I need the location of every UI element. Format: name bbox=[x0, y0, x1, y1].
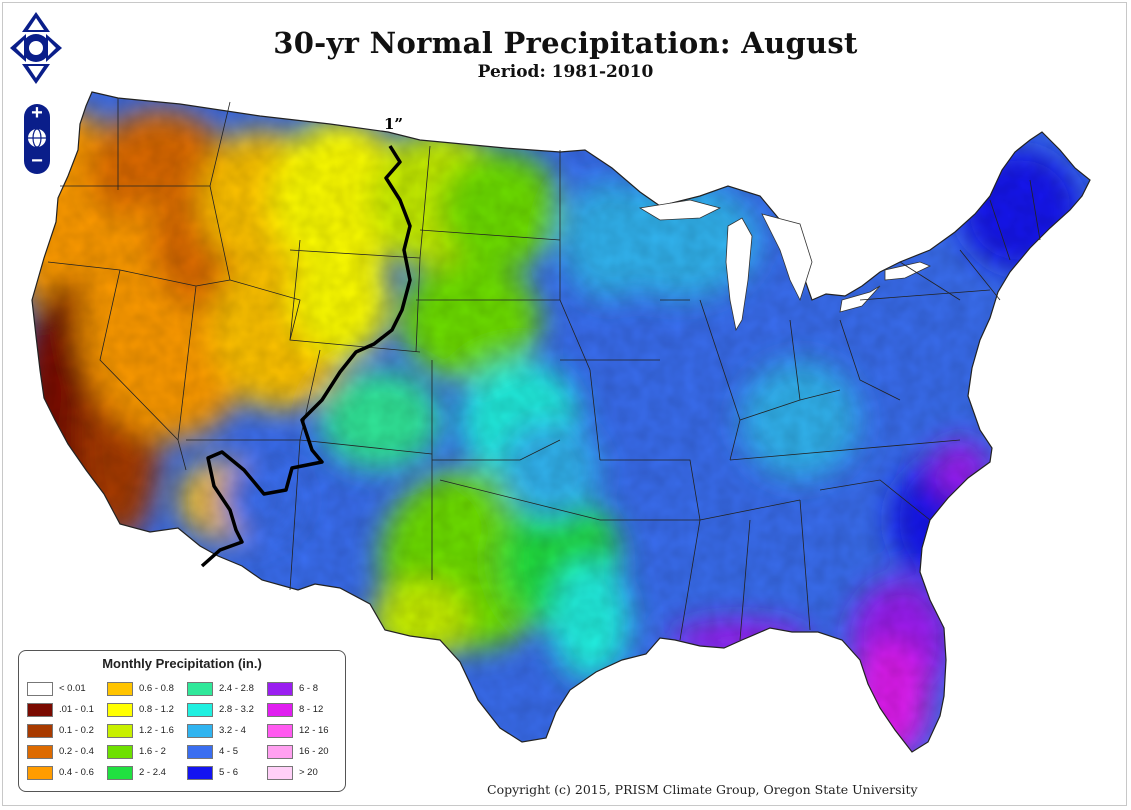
legend-label: 3.2 - 4 bbox=[219, 725, 246, 736]
legend-label: 1.6 - 2 bbox=[139, 746, 166, 757]
legend-label: 0.4 - 0.6 bbox=[59, 767, 94, 778]
legend-label: > 20 bbox=[299, 767, 318, 778]
legend-label: 0.6 - 0.8 bbox=[139, 683, 174, 694]
legend-swatch bbox=[187, 745, 213, 759]
great-lakes bbox=[638, 199, 931, 332]
zoom-control[interactable] bbox=[24, 104, 50, 174]
legend-swatch bbox=[187, 724, 213, 738]
legend-swatch bbox=[267, 766, 293, 780]
legend-label: 0.1 - 0.2 bbox=[59, 725, 94, 736]
isoline-label: 1” bbox=[384, 115, 404, 133]
legend-swatch bbox=[27, 703, 53, 717]
legend-swatch bbox=[187, 682, 213, 696]
legend-swatch bbox=[187, 766, 213, 780]
legend-label: 0.8 - 1.2 bbox=[139, 704, 174, 715]
legend-swatch bbox=[267, 745, 293, 759]
legend: Monthly Precipitation (in.) < 0.01 .01 - … bbox=[18, 650, 346, 792]
legend-label: 12 - 16 bbox=[299, 725, 329, 736]
legend-swatch bbox=[107, 766, 133, 780]
legend-label: 2.8 - 3.2 bbox=[219, 704, 254, 715]
legend-swatch bbox=[27, 682, 53, 696]
legend-label: 4 - 5 bbox=[219, 746, 239, 757]
legend-swatch bbox=[27, 724, 53, 738]
legend-swatch bbox=[267, 724, 293, 738]
pan-arrows-icon[interactable] bbox=[10, 12, 62, 84]
legend-label: 16 - 20 bbox=[299, 746, 329, 757]
legend-swatch bbox=[27, 766, 53, 780]
legend-title: Monthly Precipitation (in.) bbox=[102, 656, 262, 671]
zoom-out-button[interactable]: − bbox=[31, 150, 43, 172]
legend-label: 1.2 - 1.6 bbox=[139, 725, 174, 736]
legend-label: 2.4 - 2.8 bbox=[219, 683, 254, 694]
state-boundaries bbox=[47, 98, 1041, 641]
copyright-text: Copyright (c) 2015, PRISM Climate Group,… bbox=[487, 782, 918, 797]
legend-label: 0.2 - 0.4 bbox=[59, 746, 94, 757]
legend-label: .01 - 0.1 bbox=[59, 704, 94, 715]
one-inch-isoline bbox=[200, 145, 412, 568]
zoom-in-button[interactable]: + bbox=[31, 102, 43, 124]
legend-label: 8 - 12 bbox=[299, 704, 324, 715]
legend-swatch bbox=[27, 745, 53, 759]
legend-swatch bbox=[267, 682, 293, 696]
legend-label: 5 - 6 bbox=[219, 767, 239, 778]
legend-swatch bbox=[107, 703, 133, 717]
legend-label: < 0.01 bbox=[59, 683, 86, 694]
legend-label: 2 - 2.4 bbox=[139, 767, 166, 778]
legend-swatch bbox=[107, 745, 133, 759]
legend-swatch bbox=[107, 682, 133, 696]
legend-label: 6 - 8 bbox=[299, 683, 319, 694]
legend-swatch bbox=[267, 703, 293, 717]
map-subtitle: Period: 1981-2010 bbox=[477, 62, 654, 82]
legend-swatch bbox=[187, 703, 213, 717]
legend-swatch bbox=[107, 724, 133, 738]
map-title: 30-yr Normal Precipitation: August bbox=[273, 26, 858, 60]
